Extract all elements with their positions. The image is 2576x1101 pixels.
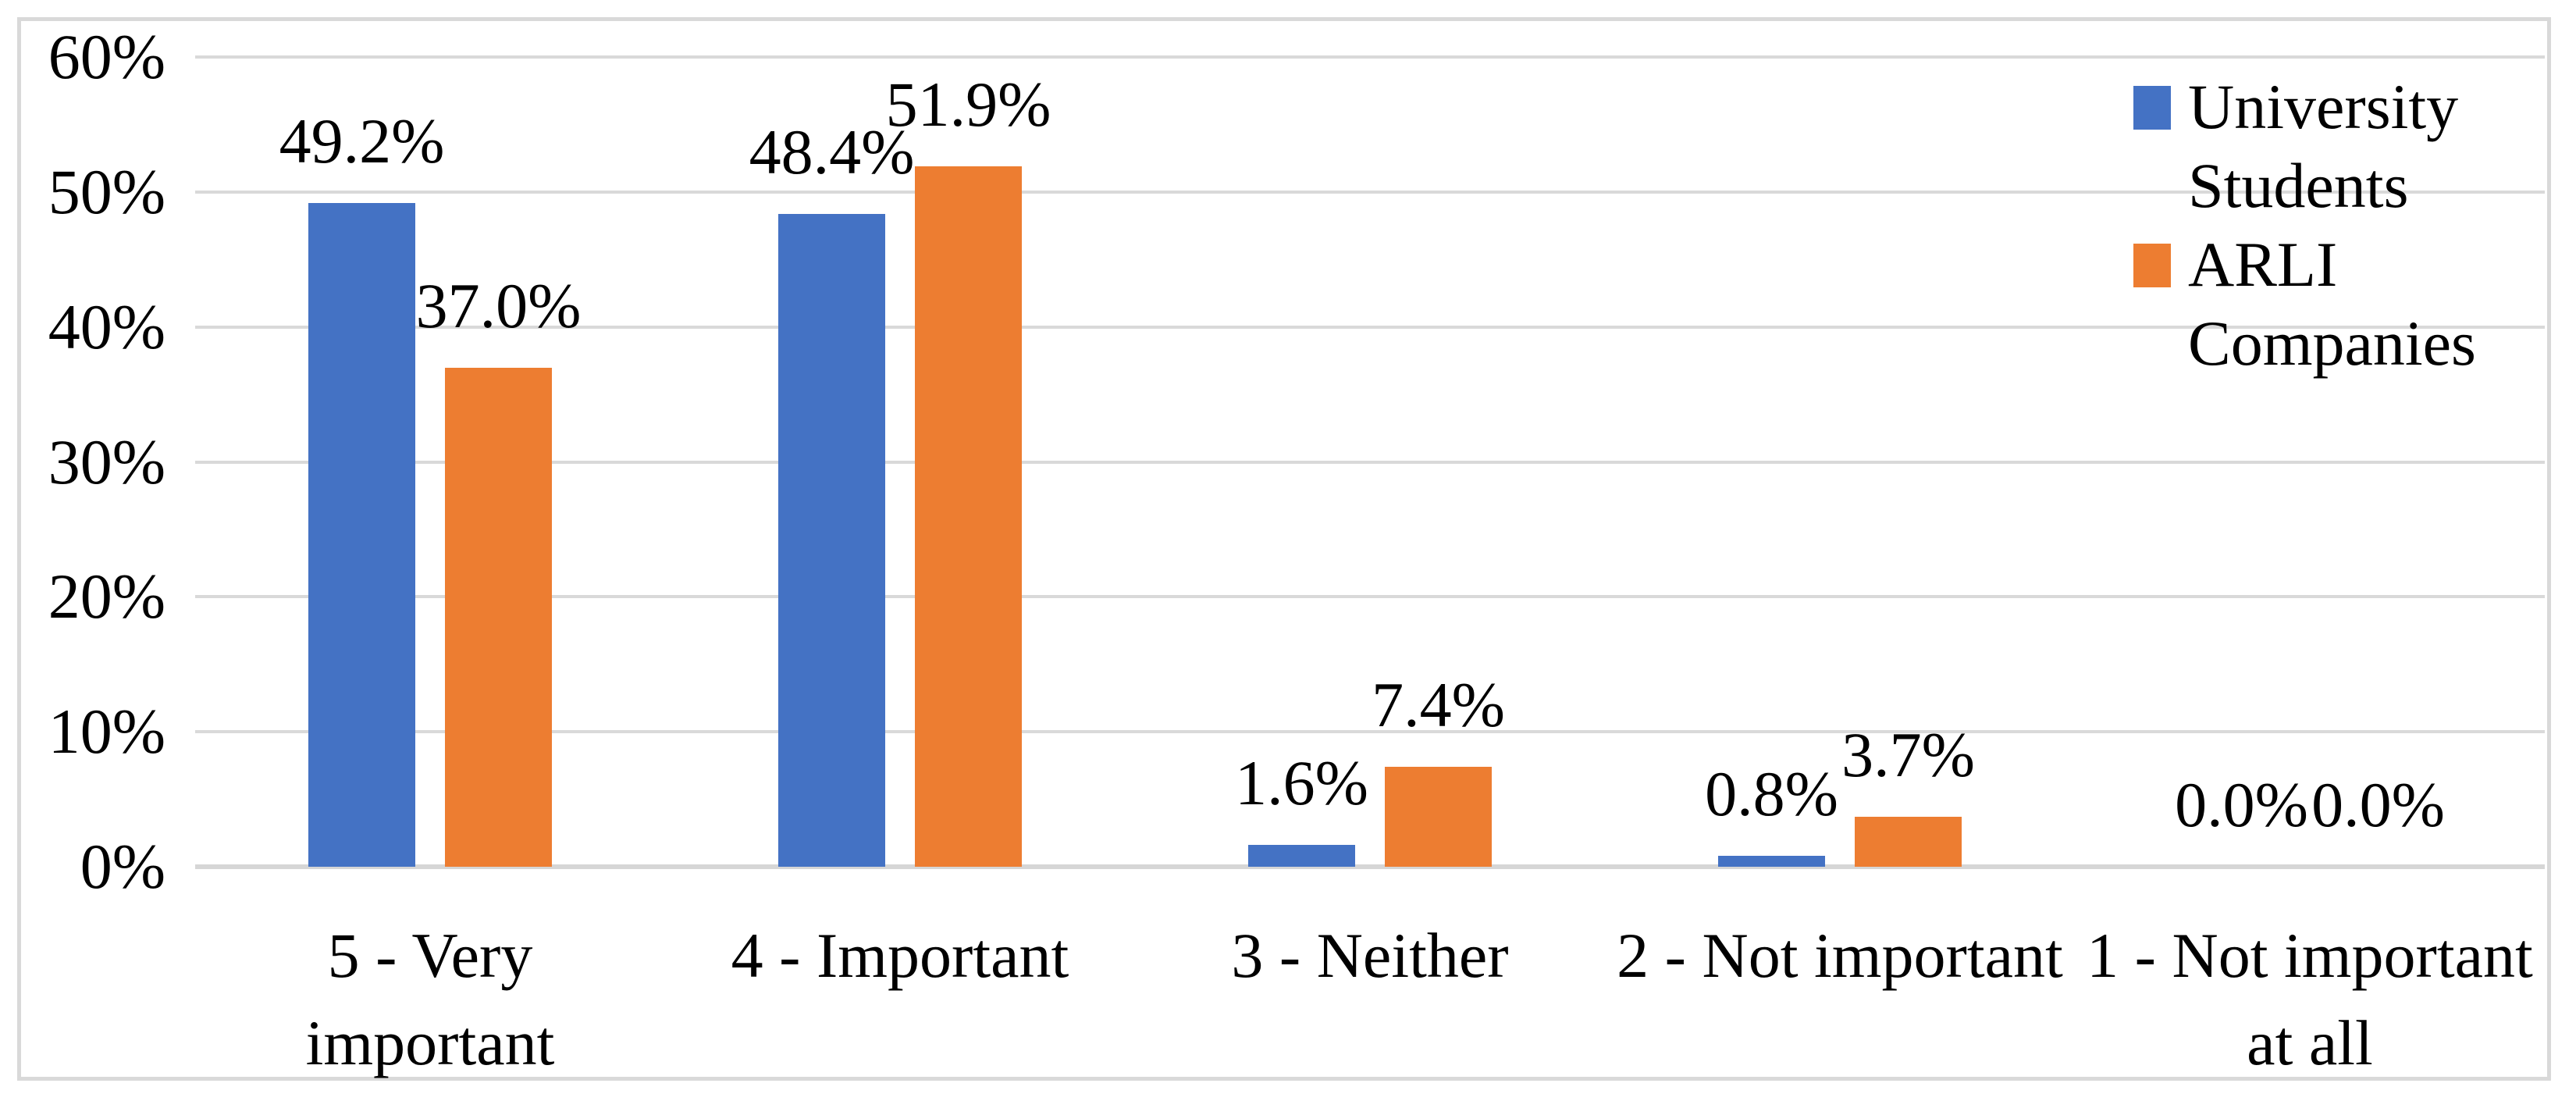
category-group: 49.2% 37.0% (195, 57, 665, 867)
bar-arli-companies: 51.9% (886, 71, 1051, 867)
data-label: 0.0% (2175, 769, 2308, 840)
data-label: 49.2% (279, 105, 445, 176)
y-tick-label: 50% (48, 155, 165, 227)
x-axis-line (195, 864, 2545, 869)
bar-university-students: 0.8% (1705, 761, 1838, 867)
gridline (195, 460, 2545, 464)
data-label: 37.0% (415, 269, 582, 341)
data-label: 1.6% (1235, 747, 1368, 819)
gridline (195, 595, 2545, 599)
gridline (195, 730, 2545, 734)
bar-university-students: 1.6% (1235, 750, 1368, 867)
data-label: 7.4% (1372, 669, 1505, 741)
bar-arli-companies: 3.7% (1841, 722, 1975, 867)
y-tick-label: 10% (48, 696, 165, 768)
category-group: 0.8% 3.7% (1605, 57, 2075, 867)
y-tick-label: 0% (80, 831, 165, 902)
gridline (195, 325, 2545, 329)
y-tick-label: 30% (48, 426, 165, 497)
bar-arli-companies: 37.0% (416, 272, 581, 867)
category-label: 1 - Not important at all (2087, 920, 2533, 1078)
gridline (195, 190, 2545, 194)
bar-arli-companies: 7.4% (1372, 672, 1505, 867)
data-label: 0.8% (1705, 758, 1838, 830)
gridline (195, 55, 2545, 59)
data-label: 51.9% (885, 69, 1051, 140)
category-label: 2 - Not important (1617, 920, 2063, 991)
y-tick-label: 40% (48, 290, 165, 362)
category-label: 4 - Important (731, 920, 1069, 991)
legend-swatch (2133, 86, 2171, 130)
category-label: 5 - Very important (305, 920, 555, 1078)
category-group: 48.4% 51.9% (665, 57, 1135, 867)
category-group: 0.0% 0.0% (2075, 57, 2545, 867)
bar-university-students: 48.4% (749, 118, 914, 867)
y-tick-label: 60% (48, 21, 165, 92)
legend-label: University Students (2188, 71, 2459, 221)
y-tick-label: 20% (48, 561, 165, 632)
legend-entry: ARLI Companies (2133, 225, 2476, 383)
category-label: 3 - Neither (1231, 920, 1509, 991)
data-label: 3.7% (1841, 719, 1975, 791)
legend-label: ARLI Companies (2188, 229, 2476, 379)
data-label: 48.4% (749, 116, 915, 187)
category-group: 1.6% 7.4% (1135, 57, 1605, 867)
data-label: 0.0% (2311, 769, 2445, 840)
legend: University Students ARLI Companies (2133, 67, 2476, 383)
legend-swatch (2133, 244, 2171, 287)
legend-entry: University Students (2133, 67, 2476, 225)
bar-university-students: 49.2% (279, 107, 444, 867)
